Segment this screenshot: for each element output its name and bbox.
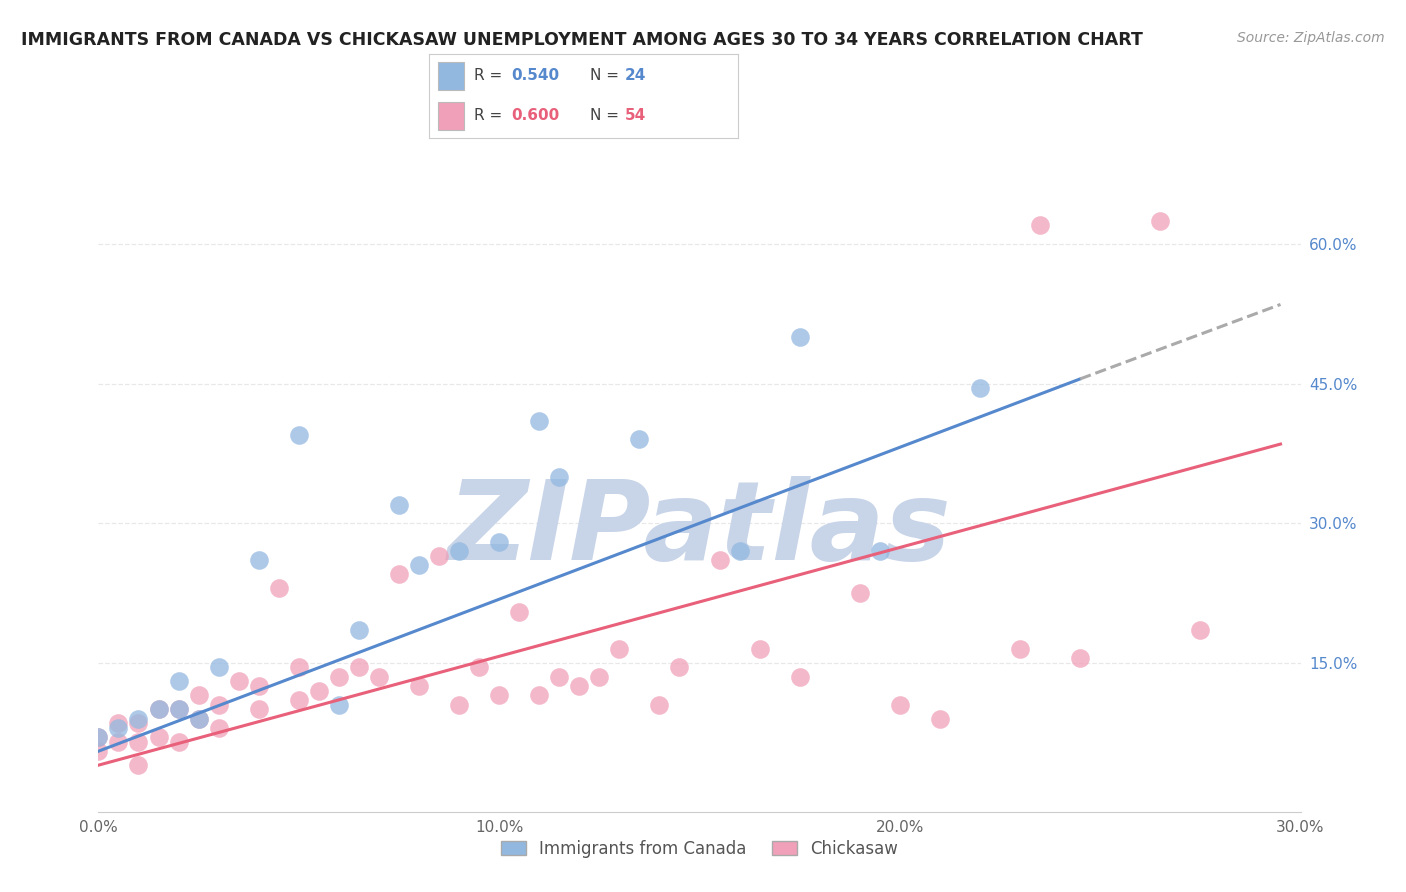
Point (628, 433, 651, 447)
Point (87, 744, 110, 758)
Point (107, 721, 129, 735)
Point (167, 674, 190, 689)
Text: R =: R = (474, 69, 506, 84)
Point (167, 702, 190, 716)
Point (347, 624, 370, 638)
Point (368, 670, 391, 684)
FancyBboxPatch shape (439, 102, 464, 130)
Point (328, 670, 350, 684)
Point (789, 330, 811, 344)
Point (128, 712, 150, 726)
Text: 24: 24 (626, 69, 647, 84)
Point (167, 702, 190, 716)
Point (187, 689, 209, 703)
Point (308, 683, 330, 698)
Point (648, 698, 671, 712)
Point (148, 731, 170, 745)
Point (728, 544, 751, 558)
Point (228, 674, 250, 689)
Point (208, 721, 231, 735)
Text: Source: ZipAtlas.com: Source: ZipAtlas.com (1237, 31, 1385, 45)
Point (1029, 219, 1052, 233)
Point (468, 660, 491, 674)
Point (388, 498, 411, 512)
Point (208, 660, 231, 674)
FancyBboxPatch shape (439, 62, 464, 90)
Text: IMMIGRANTS FROM CANADA VS CHICKASAW UNEMPLOYMENT AMONG AGES 30 TO 34 YEARS CORRE: IMMIGRANTS FROM CANADA VS CHICKASAW UNEM… (21, 31, 1143, 49)
Point (87, 731, 110, 745)
Point (167, 735, 190, 749)
Point (148, 702, 170, 716)
Point (548, 469, 571, 483)
Point (328, 698, 350, 712)
Point (247, 702, 270, 716)
Point (789, 670, 811, 684)
Point (529, 689, 551, 703)
Point (668, 660, 690, 674)
Point (288, 660, 311, 674)
Point (1069, 651, 1091, 665)
Text: N =: N = (589, 108, 623, 123)
Point (529, 414, 551, 428)
Point (347, 660, 370, 674)
Point (187, 712, 209, 726)
Point (568, 679, 591, 693)
Point (849, 586, 872, 600)
Point (869, 544, 891, 558)
Text: N =: N = (589, 69, 623, 84)
Text: 0.600: 0.600 (510, 108, 560, 123)
Point (247, 553, 270, 567)
Point (128, 735, 150, 749)
Point (408, 558, 430, 572)
Point (128, 716, 150, 731)
Point (267, 582, 290, 596)
Point (609, 641, 631, 656)
Point (408, 679, 430, 693)
Text: 0.540: 0.540 (510, 69, 560, 84)
Point (1149, 213, 1171, 227)
Point (1189, 624, 1212, 638)
Point (107, 716, 129, 731)
Point (1010, 641, 1032, 656)
Point (709, 553, 731, 567)
Point (187, 712, 209, 726)
Text: ZIPatlas: ZIPatlas (447, 475, 952, 582)
Point (969, 381, 991, 395)
Point (588, 670, 610, 684)
Point (87, 731, 110, 745)
Point (508, 605, 530, 619)
Point (288, 693, 311, 707)
Point (388, 567, 411, 582)
Point (929, 712, 952, 726)
Point (548, 670, 571, 684)
Point (748, 641, 770, 656)
Text: R =: R = (474, 108, 506, 123)
Point (148, 702, 170, 716)
Point (447, 698, 470, 712)
Point (488, 689, 510, 703)
Point (247, 679, 270, 693)
Point (889, 698, 911, 712)
Legend: Immigrants from Canada, Chickasaw: Immigrants from Canada, Chickasaw (495, 833, 904, 864)
Point (488, 534, 510, 549)
Text: 54: 54 (626, 108, 647, 123)
Point (427, 549, 450, 563)
Point (288, 427, 311, 442)
Point (208, 698, 231, 712)
Point (128, 758, 150, 772)
Point (107, 735, 129, 749)
Point (447, 544, 470, 558)
